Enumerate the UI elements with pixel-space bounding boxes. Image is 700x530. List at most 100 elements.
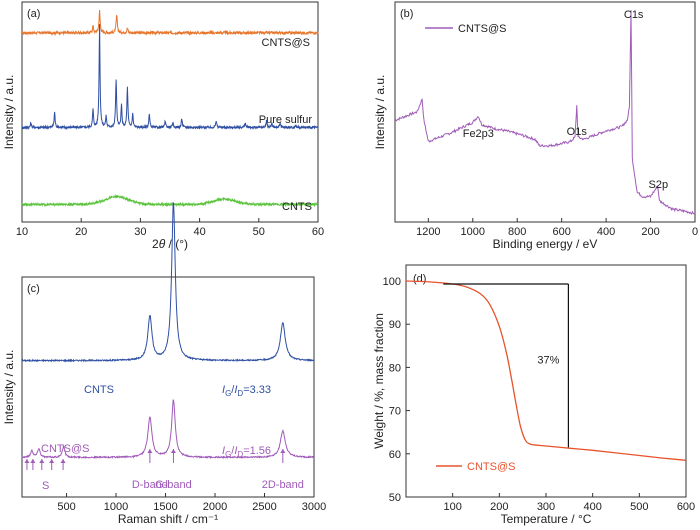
panel-c-ratio-cnts-i: I [222, 384, 225, 396]
panel-d-tga-curve [405, 280, 687, 461]
panel-c-ratio-cntss-slash: / [231, 445, 235, 457]
panel-d-y-ticks: 50 60 70 80 90 100 [383, 276, 410, 504]
panel-c-arrowhead-7 [280, 449, 286, 453]
panel-b-x-tick-label-3: 600 [552, 226, 570, 238]
panel-c-ratio-cnts-slash: / [231, 384, 235, 396]
panel-d-x-ticks: 100 200 300 400 500 600 [443, 493, 695, 513]
panel-d-annotation: 37% [537, 355, 559, 367]
panel-b-x-tick-label-5: 200 [641, 226, 659, 238]
panel-a-series-label-cntss: CNTS@S [262, 37, 310, 49]
panel-c-arrowhead-5 [147, 449, 153, 453]
panel-d-label: (d) [413, 273, 426, 285]
panel-c-label: (c) [27, 283, 40, 295]
panel-c-x-tick-label-1: 1000 [104, 501, 128, 513]
panel-c-x-tick-label-5: 3000 [302, 501, 326, 513]
panel-d: (d) 50 60 70 80 90 100 100 200 300 400 500 600 37%… [372, 264, 695, 526]
panel-a-label: (a) [27, 8, 40, 20]
panel-c-ratio-cnts-i2: I [234, 384, 237, 396]
panel-b-x-tick-label-6: 0 [692, 226, 698, 238]
panel-c-ratio-cnts-value: =3.33 [243, 384, 271, 396]
panel-b-x-axis-label: Binding energy / eV [493, 237, 598, 251]
panel-b-label: (b) [400, 8, 413, 20]
panel-c-series-label-cntss: CNTS@S [41, 443, 89, 455]
panel-a-series-line [21, 193, 319, 208]
panel-a-x-axis-label: 2θ / (°) [152, 237, 188, 251]
panel-b-plot [394, 9, 696, 216]
panel-c-frame [21, 276, 315, 498]
panel-c-y-axis-label: Intensity / a.u. [2, 350, 16, 425]
panel-c-series-line [21, 201, 315, 363]
panel-b-annotation-3: S2p [649, 179, 669, 191]
panel-d-y-tick-label-0: 50 [389, 492, 401, 504]
panel-d-x-tick-label-5: 600 [677, 501, 695, 513]
panel-d-x-tick-label-4: 500 [630, 501, 648, 513]
panel-b-x-tick-label-0: 1200 [416, 226, 440, 238]
panel-a-x-tick-label-2: 30 [134, 226, 146, 238]
panel-c-s-label: S [42, 480, 49, 492]
panel-c-ratio-cntss-i: I [222, 445, 225, 457]
panel-a-series-line [21, 9, 319, 36]
panel-c-x-tick-label-0: 500 [57, 501, 75, 513]
panel-b-y-axis-label: Intensity / a.u. [373, 75, 387, 150]
panel-b: (b) CNTS@S 1200 1000 800 600 400 200 0 Fe2p3 O1… [373, 1, 698, 251]
panel-b-legend-text: CNTS@S [458, 23, 506, 35]
panel-c-x-tick-label-4: 2500 [252, 501, 276, 513]
panel-a-x-tick-label-5: 60 [312, 226, 324, 238]
panel-c-arrow-label-6: G-band [155, 479, 192, 491]
panel-b-x-tick-label-2: 800 [508, 226, 526, 238]
panel-d-y-tick-label-3: 80 [389, 362, 401, 374]
panel-a-plot [21, 9, 319, 208]
panel-b-annotations: Fe2p3 O1s C1s S2p [463, 9, 668, 191]
panel-c-ratio-cntss-value: =1.56 [243, 445, 271, 457]
panel-c-ratio-cnts: IG/ID=3.33 [222, 384, 271, 398]
panel-c-x-axis-label: Raman shift / cm⁻¹ [118, 512, 218, 526]
panel-d-frame [405, 264, 687, 498]
panel-c-ratio-cnts-sub1: G [225, 389, 231, 398]
panel-a-xlabel-prefix: 2 [152, 237, 159, 251]
panel-b-annotation-2: C1s [624, 9, 644, 21]
panel-c-arrowhead-0 [24, 459, 30, 463]
panel-a: (a) 10 20 30 40 50 60 CNTS@S Pure sulfur CNTS… [2, 1, 324, 251]
panel-d-plot [405, 280, 687, 461]
panel-b-annotation-1: O1s [567, 126, 588, 138]
panel-a-y-axis-label: Intensity / a.u. [2, 75, 16, 150]
panel-b-x-tick-label-1: 1000 [461, 226, 485, 238]
panel-c-arrowhead-3 [49, 459, 55, 463]
panel-b-x-tick-label-4: 400 [597, 226, 615, 238]
panel-c-arrowhead-6 [170, 449, 176, 453]
panel-c-x-tick-label-3: 2000 [203, 501, 227, 513]
panel-d-x-tick-label-1: 200 [490, 501, 508, 513]
panel-c-plot [21, 201, 315, 460]
panel-a-series-label-sulfur: Pure sulfur [259, 114, 313, 126]
panel-d-y-tick-label-4: 90 [389, 319, 401, 331]
panel-a-x-tick-label-4: 50 [253, 226, 265, 238]
panel-c-x-ticks: 500 1000 1500 2000 2500 3000 [57, 493, 326, 513]
panel-a-x-tick-label-3: 40 [193, 226, 205, 238]
panel-c-arrow-label-7: 2D-band [262, 479, 304, 491]
panel-c-arrowhead-2 [39, 459, 45, 463]
panel-c-ratio-cntss-i2: I [234, 445, 237, 457]
panel-d-legend-text: CNTS@S [467, 461, 515, 473]
panel-a-x-tick-label-1: 20 [75, 226, 87, 238]
panel-c-ratio-cntss: IG/ID=1.56 [222, 445, 271, 459]
panel-c-series-line [21, 399, 314, 460]
panel-c-arrowhead-4 [60, 459, 66, 463]
panel-d-y-axis-label: Weight / %, mass fraction [372, 313, 386, 449]
panel-a-xlabel-suffix: / (°) [165, 237, 188, 251]
panel-b-spectrum-line [394, 9, 696, 216]
panel-d-x-tick-label-2: 300 [537, 501, 555, 513]
panel-d-y-tick-label-5: 100 [383, 276, 401, 288]
panel-a-series-line [21, 23, 319, 131]
panel-c-ratio-cnts-sub2: D [237, 389, 243, 398]
panel-c-arrow-label-5: D-band [132, 479, 168, 491]
panel-b-annotation-0: Fe2p3 [463, 128, 494, 140]
panel-a-series-label-cnts: CNTS [282, 201, 312, 213]
panel-d-x-tick-label-0: 100 [443, 501, 461, 513]
panel-d-y-tick-label-2: 70 [389, 406, 401, 418]
panel-d-x-tick-label-3: 400 [583, 501, 601, 513]
panel-c-arrowhead-1 [30, 459, 36, 463]
panel-c-x-tick-label-2: 1500 [153, 501, 177, 513]
